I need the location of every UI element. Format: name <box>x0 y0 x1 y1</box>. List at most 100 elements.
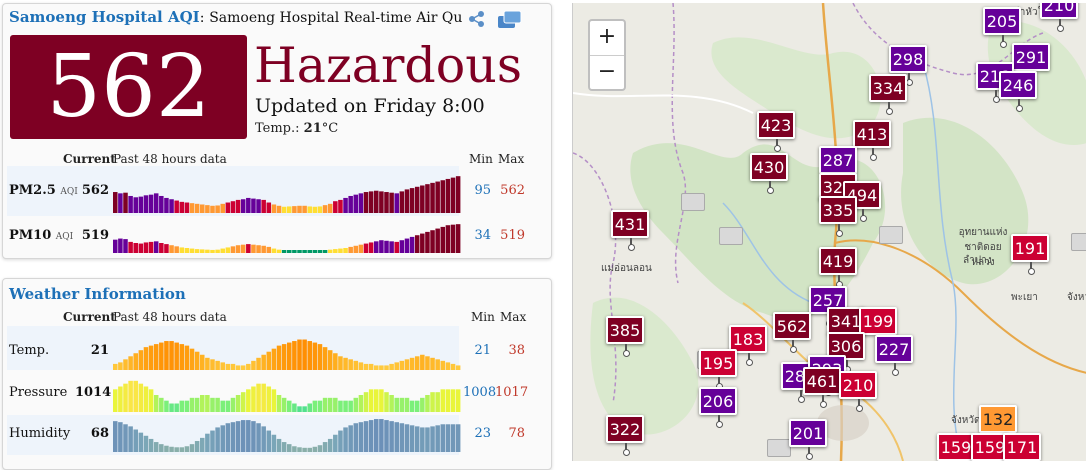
aqi-card-title: Samoeng Hospital AQI: Samoeng Hospital R… <box>9 8 462 26</box>
temp-bar <box>307 341 312 370</box>
temp-bar <box>281 344 287 370</box>
offline-station-marker[interactable] <box>1071 233 1086 251</box>
aqi-value-box: 562 <box>10 35 247 139</box>
temp-bar <box>225 363 231 370</box>
temp-bar <box>246 363 251 370</box>
pm25-bar <box>189 203 195 213</box>
pm10-bar <box>425 231 430 253</box>
weather-header-max: Max <box>500 310 527 324</box>
marker-dot <box>886 108 893 115</box>
pm10-bar <box>123 239 128 253</box>
pressure-bar <box>333 397 338 412</box>
temp-bar <box>230 363 236 370</box>
offline-station-marker[interactable] <box>719 227 743 245</box>
pressure-bar <box>164 400 169 412</box>
aqi-marker-value: 334 <box>869 74 907 102</box>
temp-bar <box>123 359 128 370</box>
humidity-bar <box>235 421 241 452</box>
humidity-bar <box>302 447 307 452</box>
zoom-out-button[interactable]: − <box>597 59 617 84</box>
pm10-max: 519 <box>500 228 525 243</box>
pressure-history-chart[interactable] <box>113 376 461 412</box>
pressure-bar <box>287 400 292 412</box>
marker-stem <box>776 139 778 147</box>
pressure-bar <box>215 397 220 412</box>
marker-stem <box>769 181 771 189</box>
share-icon[interactable] <box>467 10 487 28</box>
offline-station-marker[interactable] <box>879 226 903 244</box>
offline-station-marker[interactable] <box>767 439 791 457</box>
aqi-marker-value: 291 <box>1012 43 1050 71</box>
pressure-bar <box>189 397 195 412</box>
temp-bar <box>363 363 369 370</box>
temp-bar <box>189 348 195 370</box>
pressure-bar <box>379 389 384 412</box>
temp-bar <box>343 357 348 370</box>
pm10-bar <box>333 249 338 253</box>
marker-stem <box>862 209 864 217</box>
temp-history-chart[interactable] <box>113 336 461 370</box>
humidity-bar <box>189 444 195 452</box>
temp-bar <box>440 360 446 370</box>
pm25-bar <box>123 192 128 213</box>
temp-bar <box>425 356 430 370</box>
aqi-marker-value: 171 <box>1003 433 1041 461</box>
pm10-bar <box>230 246 236 253</box>
pressure-bar <box>169 403 174 412</box>
pressure-bar <box>394 397 399 412</box>
pressure-bar <box>389 395 394 412</box>
pressure-bar <box>220 400 225 412</box>
temp-row-current: 21 <box>90 343 109 358</box>
pm25-bar <box>430 182 435 213</box>
pm10-bar <box>379 240 384 253</box>
map-place-label: จังหวัดลำพูน <box>951 413 1006 428</box>
pm25-bar <box>389 192 394 213</box>
humidity-row-max: 78 <box>508 426 525 441</box>
pm10-bar <box>317 250 323 253</box>
pressure-row-current: 1014 <box>75 385 112 400</box>
pm10-bar <box>404 238 410 253</box>
temp-bar <box>235 365 241 370</box>
marker-dot <box>623 449 630 456</box>
cards-icon[interactable] <box>497 10 523 30</box>
humidity-bar <box>210 430 215 452</box>
temp-bar <box>399 360 405 370</box>
pm25-bar <box>425 184 430 213</box>
pm10-bar <box>143 242 149 253</box>
temp-bar <box>220 362 225 370</box>
marker-stem <box>718 377 720 385</box>
station-name[interactable]: Samoeng Hospital AQI <box>9 8 200 26</box>
map-place-label: พะเยา <box>1011 292 1038 303</box>
pm25-bar <box>445 178 451 213</box>
humidity-bar <box>281 442 287 452</box>
aqi-marker-value: 206 <box>699 387 737 415</box>
humidity-bar <box>276 438 282 452</box>
aqi-marker-value: 132 <box>979 405 1017 433</box>
pressure-bar <box>409 400 415 412</box>
pressure-bar <box>184 400 190 412</box>
humidity-bar <box>312 446 318 452</box>
pm10-history-chart[interactable] <box>113 221 461 253</box>
offline-station-marker[interactable] <box>681 193 705 211</box>
humidity-bar <box>317 445 323 452</box>
humidity-history-chart[interactable] <box>113 416 461 452</box>
pressure-bar <box>399 397 405 412</box>
pm10-bar <box>174 246 179 253</box>
humidity-bar <box>338 430 343 452</box>
pressure-bar <box>307 403 312 412</box>
humidity-bar <box>445 424 451 452</box>
aqi-marker-value: 423 <box>757 111 795 139</box>
pm25-bar <box>333 201 338 213</box>
pm25-history-chart[interactable] <box>113 173 461 213</box>
marker-stem <box>995 90 997 98</box>
humidity-bar <box>333 434 338 452</box>
humidity-bar <box>384 420 389 452</box>
aqi-map[interactable]: + − ซำหัวใจ แม่อ่อนลอน พะเยา จังหวัด ลำป… <box>572 3 1086 461</box>
humidity-bar <box>435 425 440 452</box>
temp-bar <box>164 341 169 370</box>
pm25-bar <box>118 193 123 213</box>
map-background[interactable] <box>573 3 1086 461</box>
pm10-bar <box>363 243 369 253</box>
zoom-in-button[interactable]: + <box>590 21 624 56</box>
marker-dot <box>860 215 867 222</box>
